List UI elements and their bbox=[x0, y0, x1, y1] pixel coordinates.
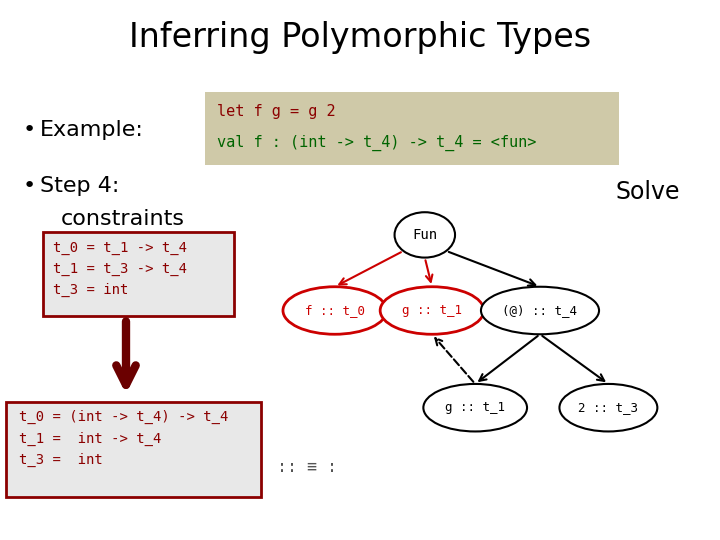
Ellipse shape bbox=[380, 287, 484, 334]
Text: let f g = g 2: let f g = g 2 bbox=[217, 104, 336, 119]
Text: g :: t_1: g :: t_1 bbox=[445, 401, 505, 414]
FancyBboxPatch shape bbox=[205, 92, 619, 165]
Text: t_1 = t_3 -> t_4: t_1 = t_3 -> t_4 bbox=[53, 262, 186, 276]
Text: Solve: Solve bbox=[616, 180, 680, 204]
Text: Example:: Example: bbox=[40, 119, 143, 140]
Text: •: • bbox=[23, 119, 36, 140]
Text: Fun: Fun bbox=[413, 228, 437, 242]
Ellipse shape bbox=[423, 384, 527, 431]
Text: :: ≡ :: :: ≡ : bbox=[277, 458, 337, 476]
Text: constraints: constraints bbox=[61, 208, 185, 229]
Text: Inferring Polymorphic Types: Inferring Polymorphic Types bbox=[129, 21, 591, 55]
Text: t_3 = int: t_3 = int bbox=[53, 283, 128, 297]
Circle shape bbox=[395, 212, 455, 258]
Text: t_0 = t_1 -> t_4: t_0 = t_1 -> t_4 bbox=[53, 241, 186, 255]
Text: t_3 =  int: t_3 = int bbox=[19, 453, 102, 467]
Text: g :: t_1: g :: t_1 bbox=[402, 304, 462, 317]
Ellipse shape bbox=[283, 287, 387, 334]
Text: Step 4:: Step 4: bbox=[40, 176, 119, 197]
Text: t_1 =  int -> t_4: t_1 = int -> t_4 bbox=[19, 431, 161, 446]
FancyBboxPatch shape bbox=[43, 232, 234, 316]
Text: •: • bbox=[23, 176, 36, 197]
Text: val f : (int -> t_4) -> t_4 = <fun>: val f : (int -> t_4) -> t_4 = <fun> bbox=[217, 134, 537, 151]
Text: t_0 = (int -> t_4) -> t_4: t_0 = (int -> t_4) -> t_4 bbox=[19, 410, 228, 424]
Ellipse shape bbox=[481, 287, 599, 334]
FancyBboxPatch shape bbox=[6, 402, 261, 497]
Text: 2 :: t_3: 2 :: t_3 bbox=[578, 401, 639, 414]
Text: (@) :: t_4: (@) :: t_4 bbox=[503, 304, 577, 317]
Text: f :: t_0: f :: t_0 bbox=[305, 304, 365, 317]
Ellipse shape bbox=[559, 384, 657, 431]
